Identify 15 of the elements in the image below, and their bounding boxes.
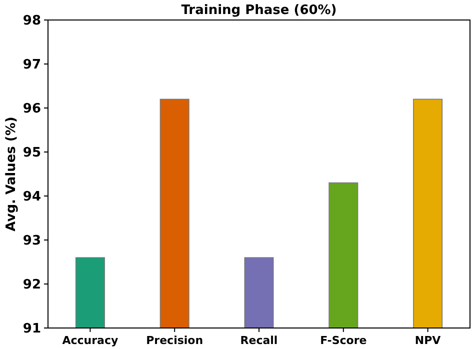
y-tick-label: 91 [22,322,41,337]
y-tick-label: 92 [22,278,41,293]
x-tick-label: Recall [240,334,278,347]
y-tick-label: 93 [22,234,41,249]
x-tick-label: F-Score [320,334,367,347]
x-tick-label: Precision [146,334,204,347]
y-tick-label: 97 [22,58,41,73]
y-tick-label: 94 [22,190,41,205]
y-axis-title: Avg. Values (%) [4,116,19,232]
chart-title: Training Phase (60%) [181,3,337,18]
y-tick-label: 95 [22,146,41,161]
y-tick-label: 98 [22,14,41,29]
x-tick-label: Accuracy [62,334,118,347]
y-tick-label: 96 [22,102,41,117]
x-tick-label: NPV [414,334,442,347]
